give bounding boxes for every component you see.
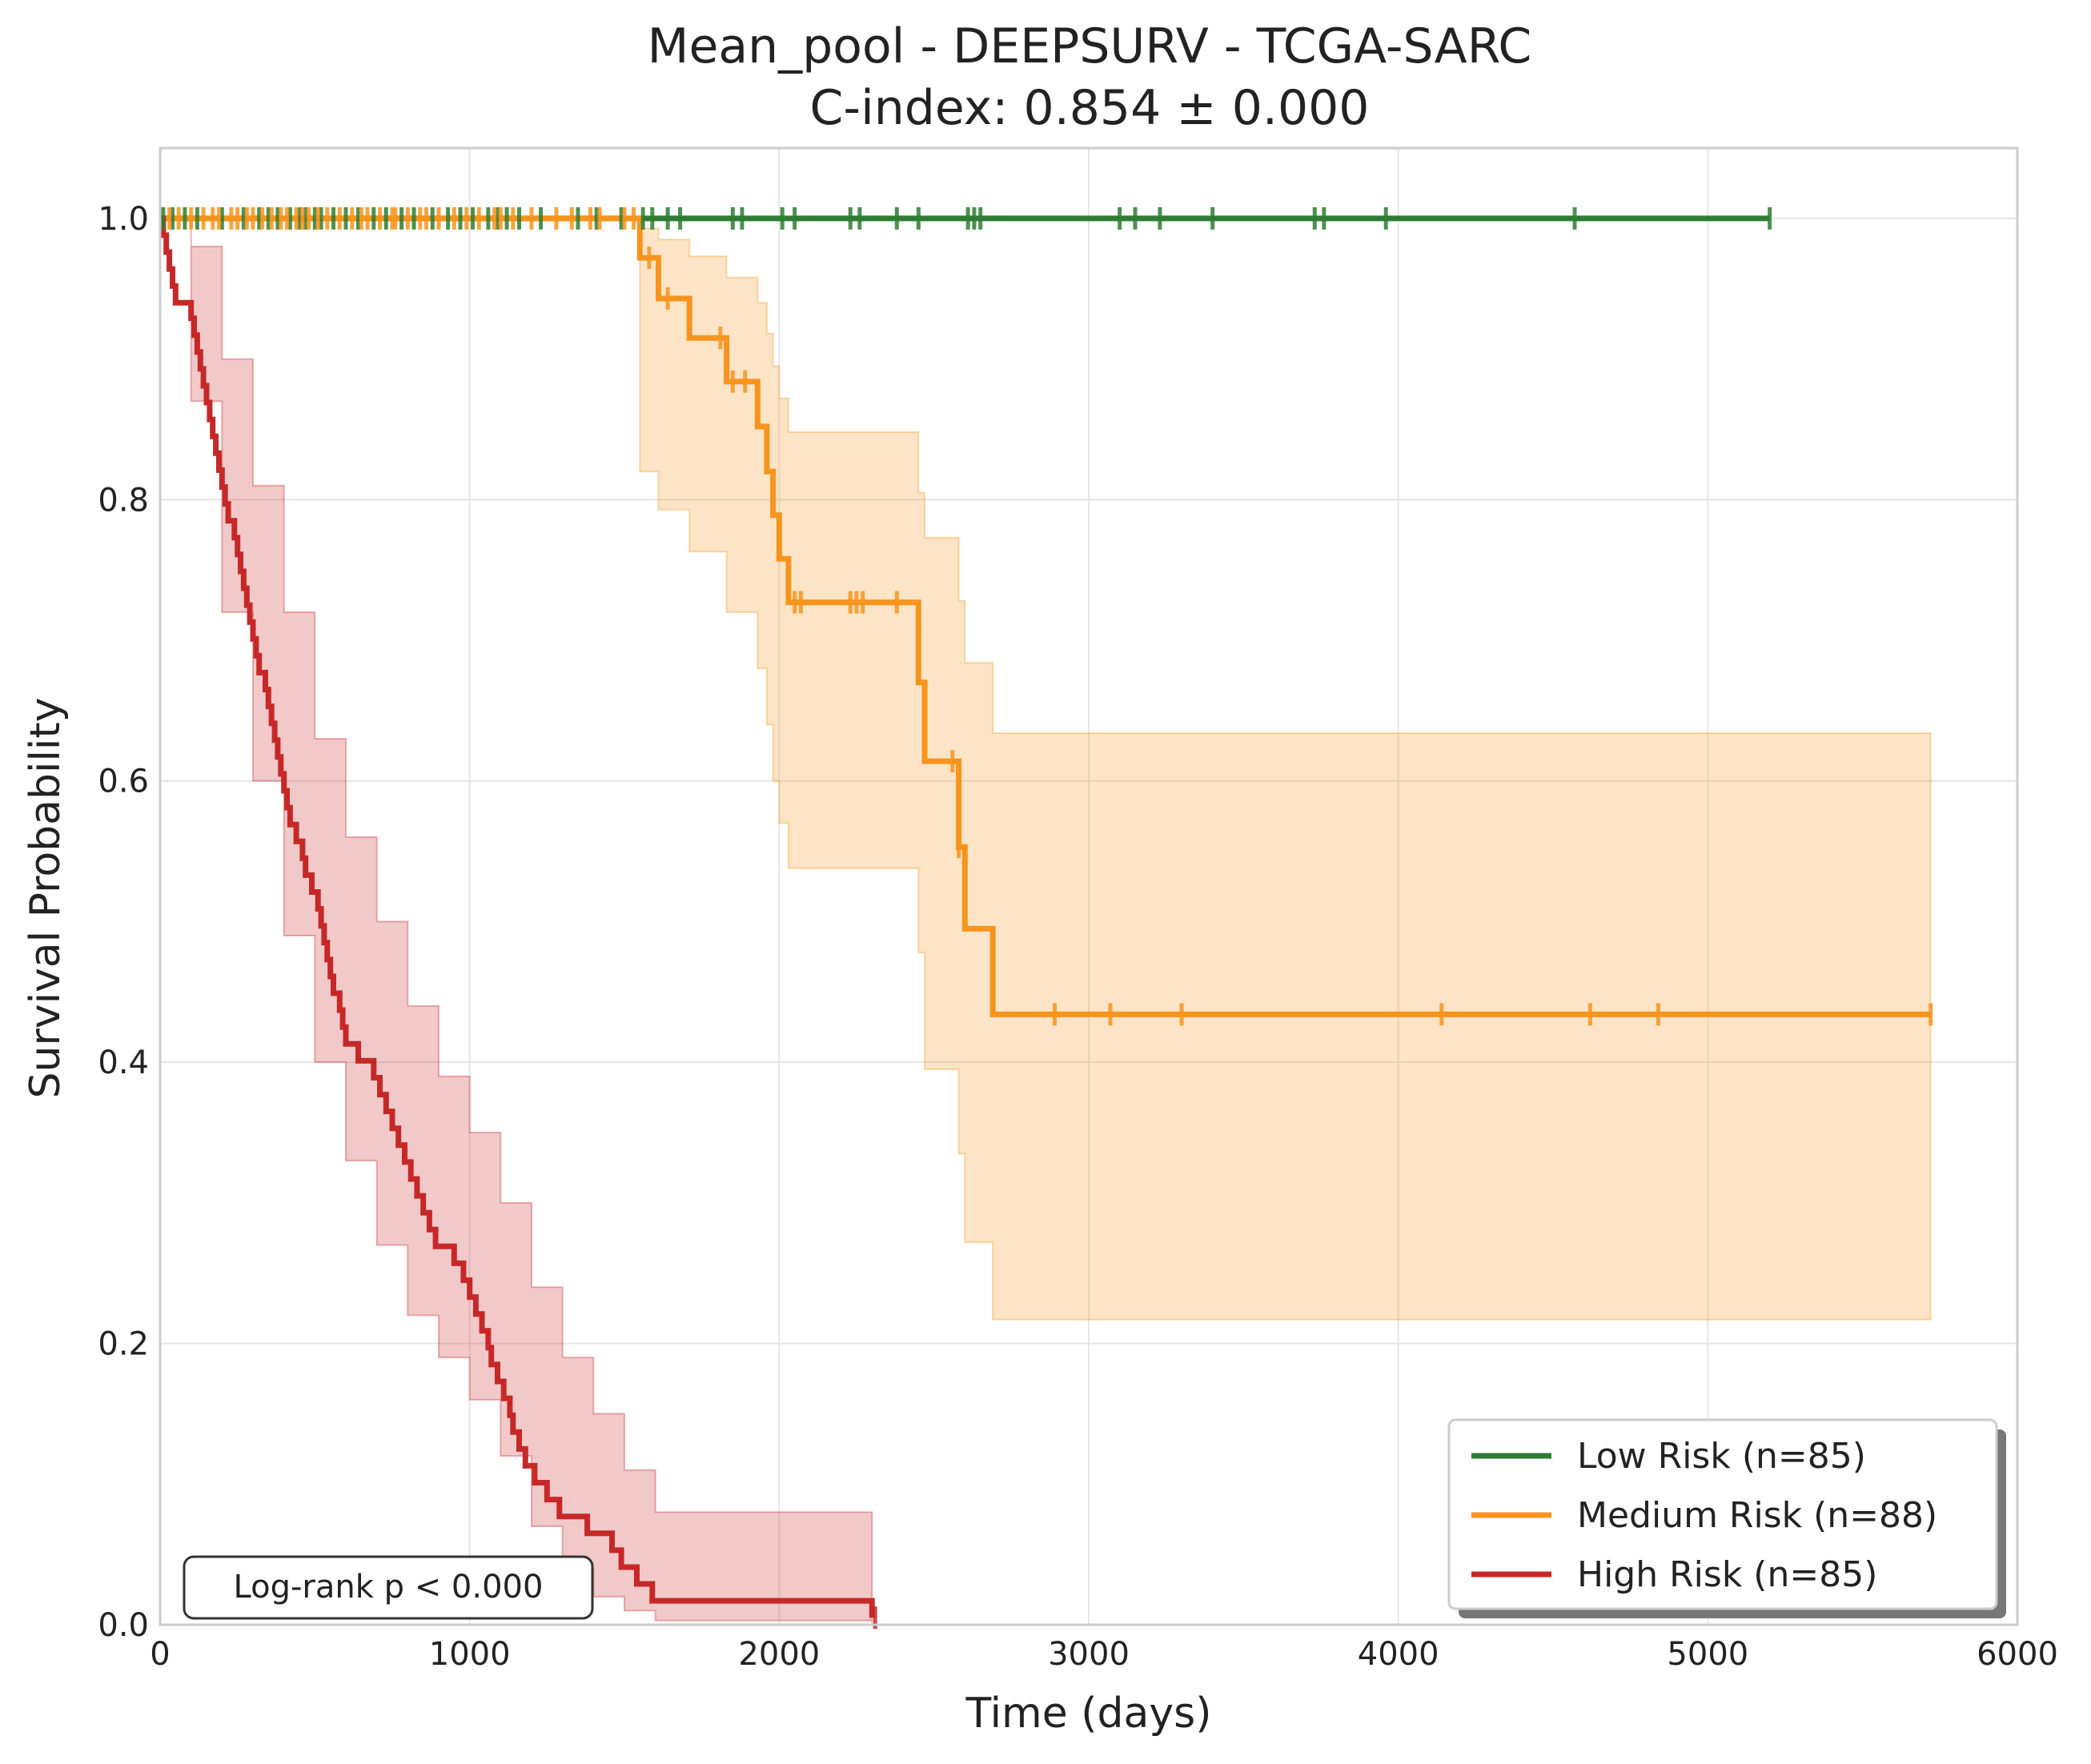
y-axis-label: Survival Probability (22, 697, 70, 1098)
x-axis-ticks: 0 1000 2000 3000 4000 5000 6000 (150, 1636, 2058, 1673)
chart-subtitle: C-index: 0.854 ± 0.000 (810, 80, 1370, 136)
legend-label-medium-risk: Medium Risk (n=88) (1577, 1495, 1937, 1536)
legend-box (1447, 1418, 1998, 1610)
y-tick-label: 0.8 (98, 482, 149, 519)
y-tick-label: 0.2 (98, 1326, 149, 1363)
x-tick-label: 1000 (429, 1636, 511, 1673)
x-tick-label: 0 (150, 1636, 170, 1673)
logrank-text: Log-rank p < 0.000 (234, 1569, 544, 1606)
legend-items: Low Risk (n=85) Medium Risk (n=88) High Ri… (1471, 1436, 1937, 1595)
plot-frame (159, 146, 2019, 1626)
legend-label-low-risk: Low Risk (n=85) (1577, 1436, 1866, 1477)
y-tick-label: 1.0 (98, 201, 149, 238)
high-risk-ci-band (160, 217, 873, 1624)
y-tick-label: 0.0 (98, 1607, 149, 1644)
legend: Low Risk (n=85) Medium Risk (n=88) High Ri… (1447, 1418, 2006, 1618)
annotation-box (183, 1555, 594, 1620)
x-tick-label: 4000 (1358, 1636, 1439, 1673)
logrank-annotation: Log-rank p < 0.000 (183, 1555, 594, 1620)
chart-title: Mean_pool - DEEPSURV - TCGA-SARC (648, 18, 1532, 74)
y-tick-label: 0.6 (98, 764, 149, 800)
x-axis-label: Time (days) (965, 1690, 1211, 1738)
legend-label-high-risk: High Risk (n=85) (1577, 1554, 1877, 1595)
x-tick-label: 2000 (738, 1636, 820, 1673)
medium-risk-ci-band (160, 217, 1932, 1321)
y-tick-label: 0.4 (98, 1044, 149, 1081)
censor-marks (161, 206, 1933, 1630)
x-tick-label: 3000 (1048, 1636, 1130, 1673)
y-axis-ticks: 0.0 0.2 0.4 0.6 0.8 1.0 (98, 201, 149, 1644)
x-tick-label: 6000 (1977, 1636, 2058, 1673)
x-tick-label: 5000 (1667, 1636, 1748, 1673)
high-risk-survival-line (160, 215, 875, 1618)
